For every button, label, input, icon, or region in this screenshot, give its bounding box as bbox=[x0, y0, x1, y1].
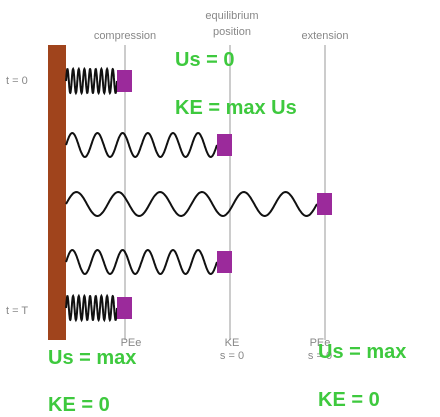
label: KE bbox=[225, 337, 240, 349]
mass bbox=[217, 134, 232, 156]
mass bbox=[117, 297, 132, 319]
spring bbox=[66, 133, 217, 157]
spring bbox=[66, 296, 117, 320]
annotation: Us = 0 bbox=[175, 49, 234, 71]
mass bbox=[217, 251, 232, 273]
mass bbox=[317, 193, 332, 215]
label: compression bbox=[94, 30, 156, 42]
spring bbox=[66, 192, 317, 216]
label: position bbox=[213, 26, 251, 38]
mass bbox=[117, 70, 132, 92]
annotation: KE = max Us bbox=[175, 97, 297, 119]
time-label: t = 0 bbox=[6, 75, 28, 87]
label: equilibrium bbox=[205, 10, 258, 22]
label: extension bbox=[301, 30, 348, 42]
time-label: t = T bbox=[6, 305, 28, 317]
diagram: compression equilibrium position extensi… bbox=[0, 0, 440, 417]
annotation: KE = 0 bbox=[48, 394, 110, 416]
annotation: Us = max bbox=[48, 347, 136, 369]
label: s = 0 bbox=[220, 350, 244, 362]
annotation: KE = 0 bbox=[318, 389, 380, 411]
wall bbox=[48, 45, 66, 340]
spring bbox=[66, 69, 117, 93]
annotation: Us = max bbox=[318, 341, 406, 363]
spring bbox=[66, 250, 217, 274]
